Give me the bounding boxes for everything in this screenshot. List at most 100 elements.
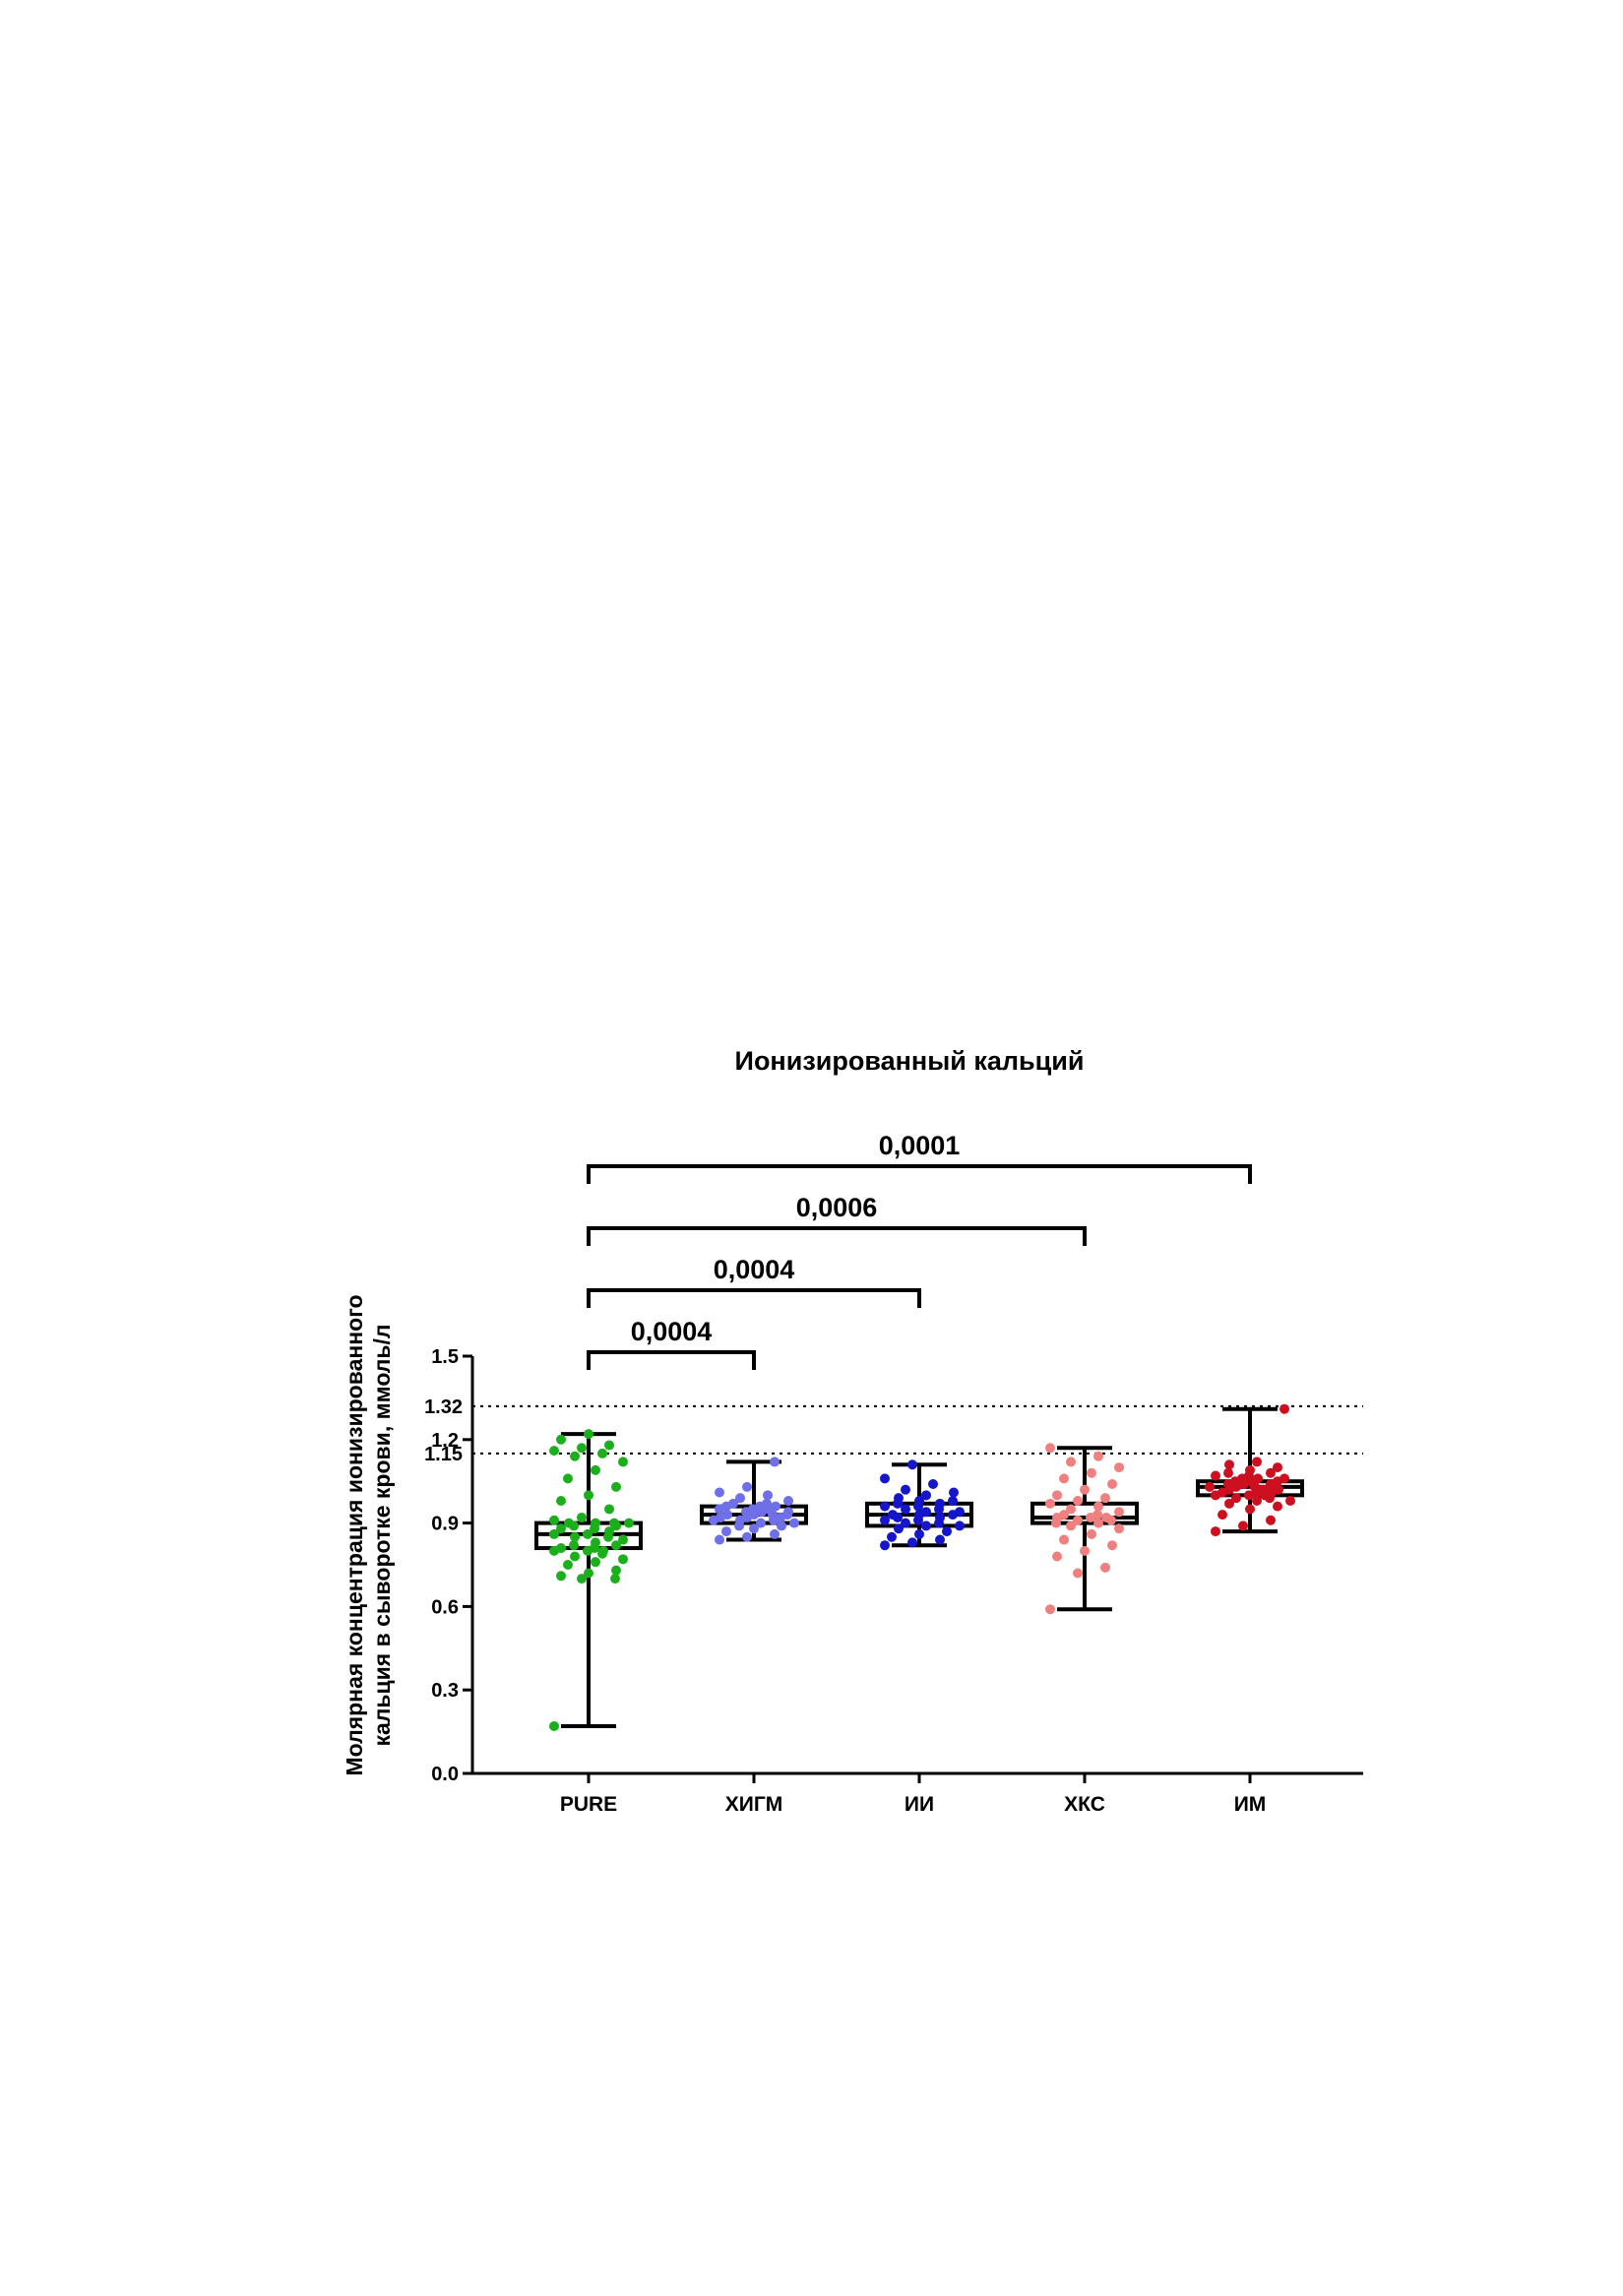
chart-title: Ионизированный кальций — [735, 1046, 1085, 1076]
data-point — [618, 1534, 628, 1545]
data-point — [1073, 1568, 1083, 1579]
comparison-bracket-1: 0,0004 — [587, 1317, 756, 1370]
data-point — [1223, 1467, 1233, 1478]
data-point — [549, 1528, 559, 1539]
data-point — [597, 1448, 607, 1458]
data-point — [1073, 1495, 1083, 1506]
data-point — [935, 1534, 945, 1545]
x-tick-label: ИИ — [905, 1793, 934, 1816]
data-point — [789, 1518, 799, 1528]
data-point — [1066, 1504, 1076, 1515]
reference-line-label: 1.32 — [424, 1396, 463, 1418]
data-point — [611, 1540, 621, 1551]
data-point — [1114, 1523, 1124, 1534]
data-point — [1080, 1545, 1090, 1556]
data-point — [577, 1443, 587, 1454]
data-point — [914, 1528, 924, 1539]
x-tick-label: ХИГМ — [725, 1793, 783, 1816]
x-tick-label: PURE — [560, 1793, 617, 1816]
data-point — [1052, 1490, 1062, 1501]
data-point — [577, 1512, 587, 1522]
bracket-line — [587, 1350, 756, 1370]
data-point — [1100, 1562, 1110, 1573]
box-plot-5 — [1196, 1403, 1304, 1537]
p-value-label: 0,0004 — [631, 1317, 713, 1346]
data-point — [756, 1518, 766, 1528]
data-point — [1245, 1464, 1255, 1475]
data-point — [771, 1501, 780, 1512]
data-point — [763, 1490, 773, 1501]
data-point — [914, 1495, 924, 1506]
data-point — [955, 1520, 965, 1531]
data-point — [907, 1537, 917, 1548]
data-point — [928, 1479, 938, 1490]
data-point — [935, 1498, 945, 1509]
data-point — [569, 1540, 579, 1551]
data-point — [1274, 1484, 1283, 1495]
data-point — [556, 1434, 566, 1445]
data-point — [742, 1481, 752, 1492]
p-value-label: 0,0006 — [796, 1193, 878, 1222]
data-point — [1093, 1518, 1103, 1528]
data-point — [1211, 1470, 1220, 1481]
data-point — [549, 1720, 559, 1731]
data-point — [1059, 1510, 1069, 1520]
data-point — [1101, 1512, 1111, 1522]
data-point — [591, 1557, 600, 1568]
comparison-bracket-4: 0,0001 — [587, 1131, 1252, 1184]
bracket-line — [587, 1288, 921, 1308]
data-point — [1285, 1495, 1295, 1506]
x-tick-label: ИМ — [1234, 1793, 1267, 1816]
data-point — [1045, 1498, 1055, 1509]
data-point — [721, 1526, 731, 1537]
data-point — [1280, 1473, 1289, 1484]
data-point — [715, 1534, 724, 1545]
y-axis-title: Молярная концентрация ионизированного ка… — [342, 1294, 395, 1775]
data-point — [1059, 1473, 1069, 1484]
y-tick-label: 0.6 — [431, 1596, 459, 1618]
y-axis-title-line-2: кальция в сыворотке крови, ммоль/л — [369, 1324, 395, 1746]
box-plots — [534, 1403, 1304, 1731]
reference-lines: 1.32 1.15 — [424, 1396, 1363, 1465]
data-point — [770, 1528, 780, 1539]
data-point — [880, 1501, 890, 1512]
reference-line-label: 1.15 — [424, 1444, 463, 1465]
data-point — [1093, 1501, 1103, 1512]
data-point — [591, 1537, 600, 1548]
bracket-line — [587, 1226, 1087, 1246]
data-point — [618, 1554, 628, 1565]
data-point — [880, 1473, 890, 1484]
data-point — [1266, 1467, 1276, 1478]
bracket-line — [587, 1164, 1252, 1184]
y-tick-label: 0.3 — [431, 1680, 459, 1702]
data-point — [563, 1473, 573, 1484]
data-point — [880, 1540, 890, 1551]
data-point — [1238, 1520, 1248, 1531]
data-point — [1252, 1457, 1262, 1467]
data-point — [591, 1464, 600, 1475]
data-point — [715, 1487, 724, 1498]
data-point — [742, 1531, 752, 1542]
data-point — [1252, 1495, 1262, 1506]
p-value-label: 0,0004 — [714, 1255, 795, 1284]
data-point — [604, 1440, 614, 1451]
data-point — [604, 1504, 614, 1515]
data-point — [1107, 1540, 1117, 1551]
comparison-bracket-2: 0,0004 — [587, 1255, 921, 1308]
data-point — [564, 1518, 574, 1528]
data-point — [584, 1429, 593, 1440]
data-point — [1087, 1467, 1096, 1478]
data-point — [888, 1510, 898, 1520]
data-point — [570, 1551, 580, 1562]
box-plot-1 — [534, 1429, 643, 1731]
data-point — [1059, 1534, 1069, 1545]
data-point — [880, 1515, 890, 1525]
data-point — [611, 1565, 621, 1576]
data-point — [728, 1498, 738, 1509]
data-point — [948, 1495, 958, 1506]
data-point — [921, 1520, 931, 1531]
data-point — [570, 1451, 580, 1461]
data-point — [577, 1574, 587, 1584]
data-point — [1205, 1481, 1215, 1492]
